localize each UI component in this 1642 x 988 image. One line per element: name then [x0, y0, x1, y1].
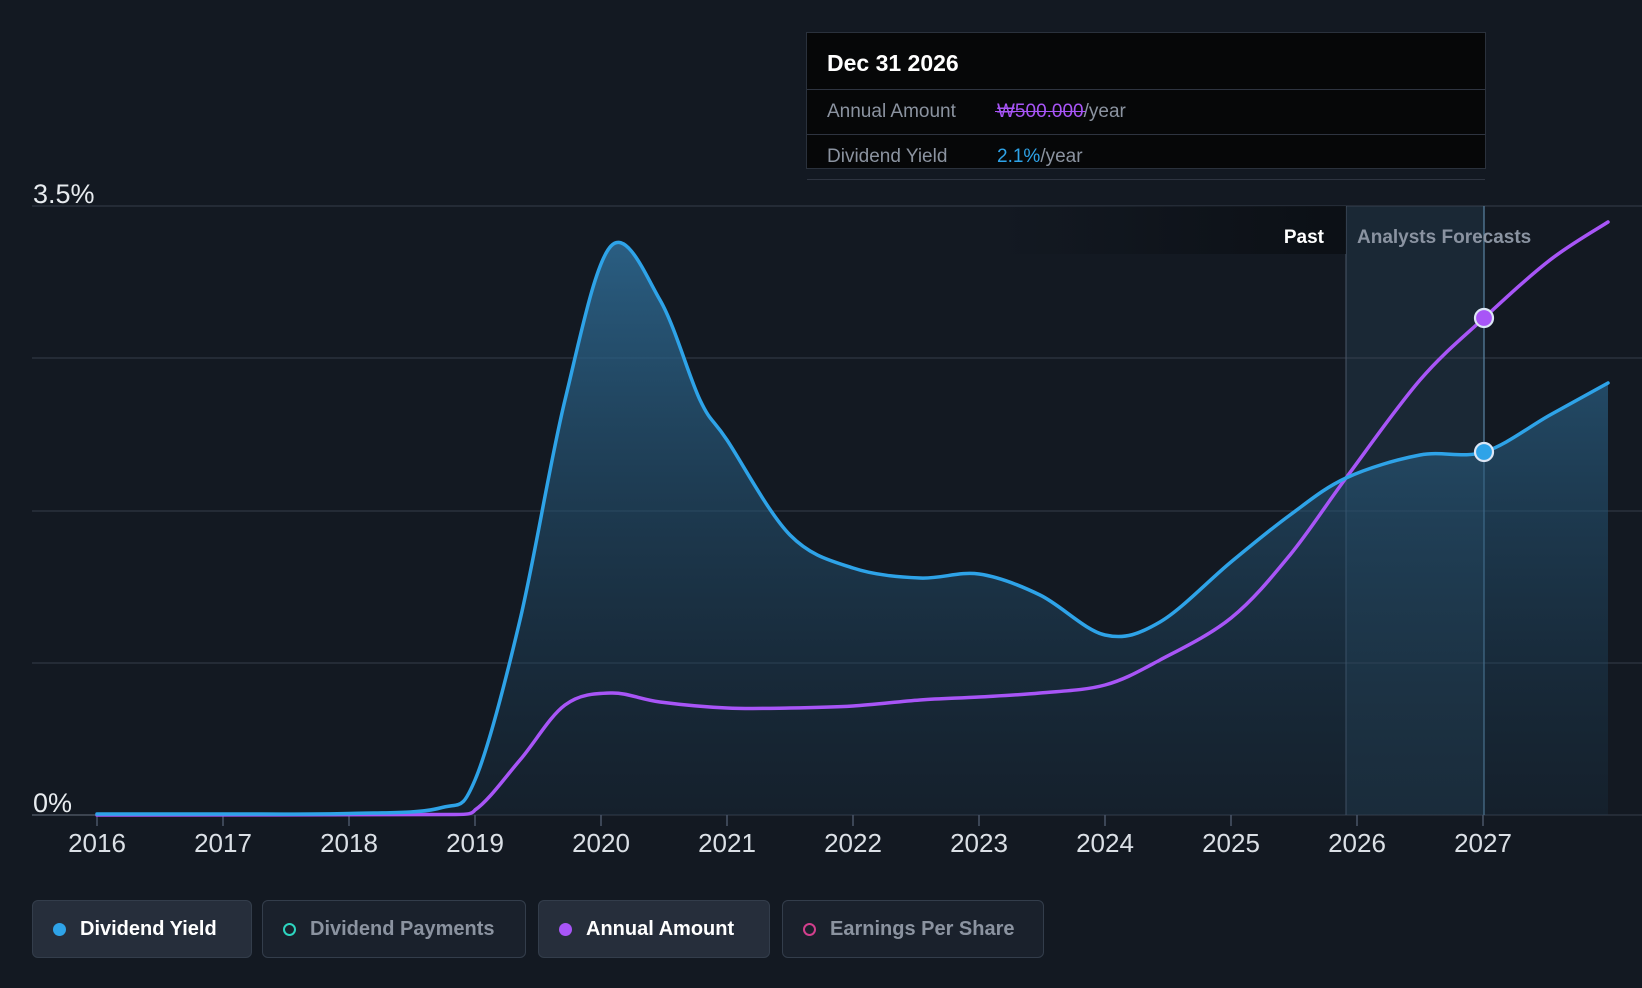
svg-text:2020: 2020 [572, 828, 630, 858]
svg-text:0%: 0% [33, 788, 72, 818]
svg-text:2017: 2017 [194, 828, 252, 858]
svg-text:2021: 2021 [698, 828, 756, 858]
svg-text:2026: 2026 [1328, 828, 1386, 858]
svg-text:Analysts Forecasts: Analysts Forecasts [1357, 227, 1531, 248]
svg-text:2019: 2019 [446, 828, 504, 858]
svg-text:2022: 2022 [824, 828, 882, 858]
svg-text:3.5%: 3.5% [33, 179, 95, 209]
svg-text:2023: 2023 [950, 828, 1008, 858]
svg-text:2018: 2018 [320, 828, 378, 858]
svg-text:2025: 2025 [1202, 828, 1260, 858]
svg-text:2016: 2016 [68, 828, 126, 858]
svg-text:Past: Past [1284, 227, 1325, 248]
svg-text:2027: 2027 [1454, 828, 1512, 858]
svg-text:2024: 2024 [1076, 828, 1134, 858]
